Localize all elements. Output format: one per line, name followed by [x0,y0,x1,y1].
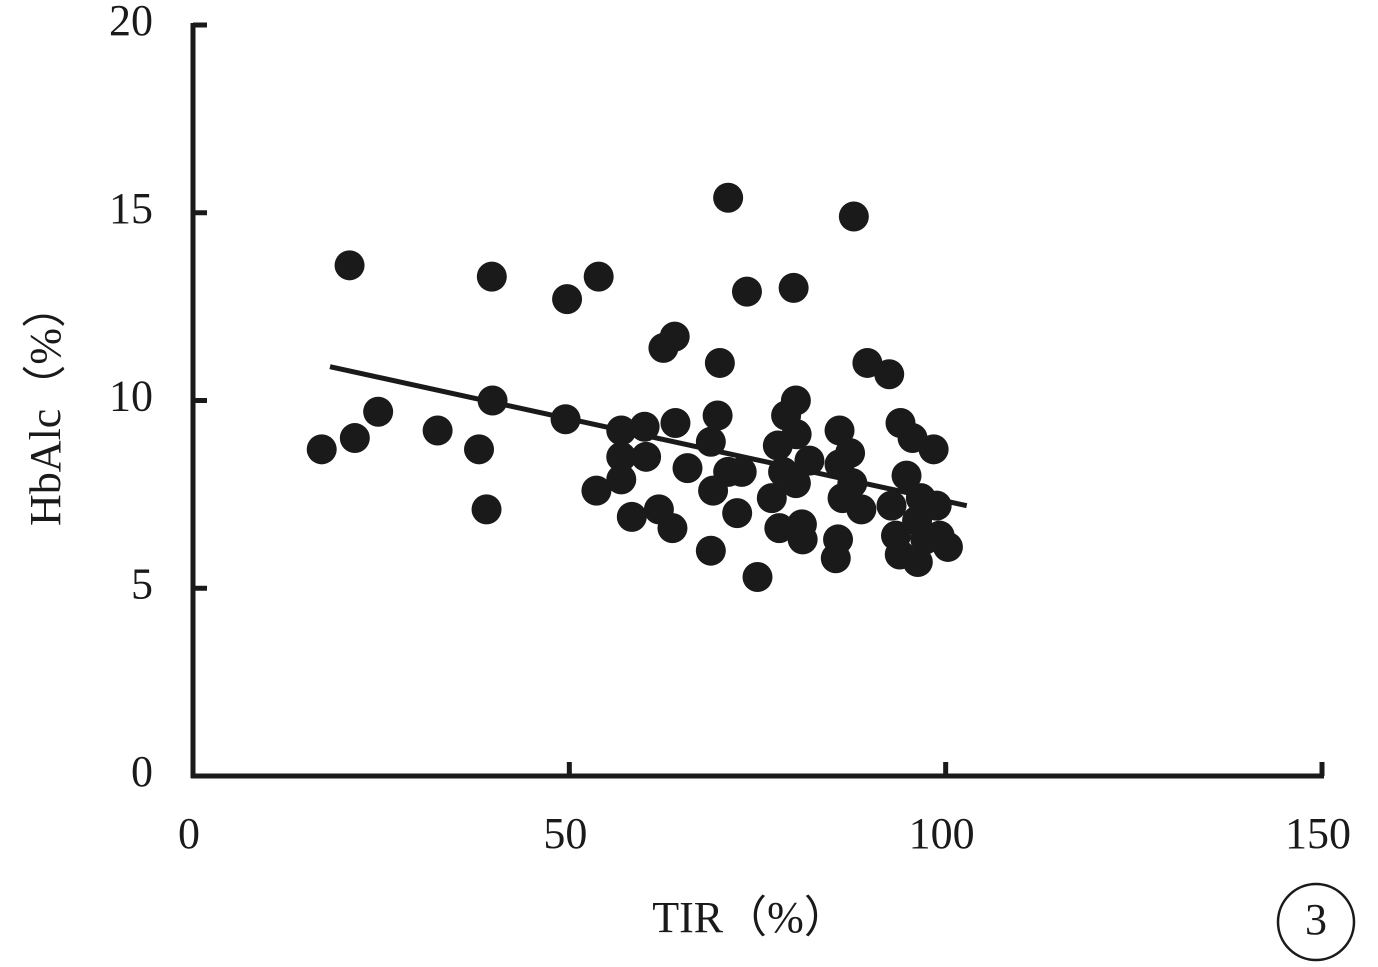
point [713,182,744,213]
point [731,276,762,307]
x-tick-label: 150 [1285,809,1351,858]
x-tick-label: 100 [909,809,975,858]
point [837,468,868,499]
point [823,524,854,555]
panel-label: 3 [1305,895,1327,944]
point [902,546,933,577]
point [778,272,809,303]
point [583,261,614,292]
point [422,415,453,446]
x-axis-label: TIR（%） [652,893,848,942]
y-tick-label: 20 [109,0,153,45]
point [657,513,688,544]
y-tick-label: 15 [109,184,153,233]
point [824,415,855,446]
point [794,445,825,476]
point [787,524,818,555]
point [660,408,691,439]
point [835,438,866,469]
point [764,513,795,544]
point [363,396,394,427]
point [704,347,735,378]
point [756,483,787,514]
point [722,498,753,529]
point [616,501,647,532]
point [606,464,637,495]
panel-circle [1276,882,1356,962]
point [606,415,637,446]
point [464,434,495,465]
point [659,321,690,352]
point [726,456,757,487]
point [552,284,583,315]
point [631,441,662,472]
point [876,490,907,521]
point [921,490,952,521]
point [550,404,581,435]
point [672,453,703,484]
point [581,475,612,506]
x-tick-label: 0 [178,809,200,858]
point [695,426,726,457]
point [702,400,733,431]
y-tick-label: 5 [131,559,153,608]
point [918,434,949,465]
point [477,385,508,416]
x-tick-label: 50 [543,809,587,858]
point [339,423,370,454]
point [838,201,869,232]
point [695,535,726,566]
point [742,561,773,592]
point [891,460,922,491]
point [932,531,963,562]
point [780,385,811,416]
point [780,468,811,499]
point [306,434,337,465]
point [629,411,660,442]
point [476,261,507,292]
point [874,359,905,390]
point [606,441,637,472]
point [781,419,812,450]
y-tick-label: 0 [131,747,153,796]
point [846,494,877,525]
y-tick-label: 10 [109,372,153,421]
point [334,250,365,281]
y-axis-label: HbAlc（%） [21,284,70,526]
point [471,494,502,525]
